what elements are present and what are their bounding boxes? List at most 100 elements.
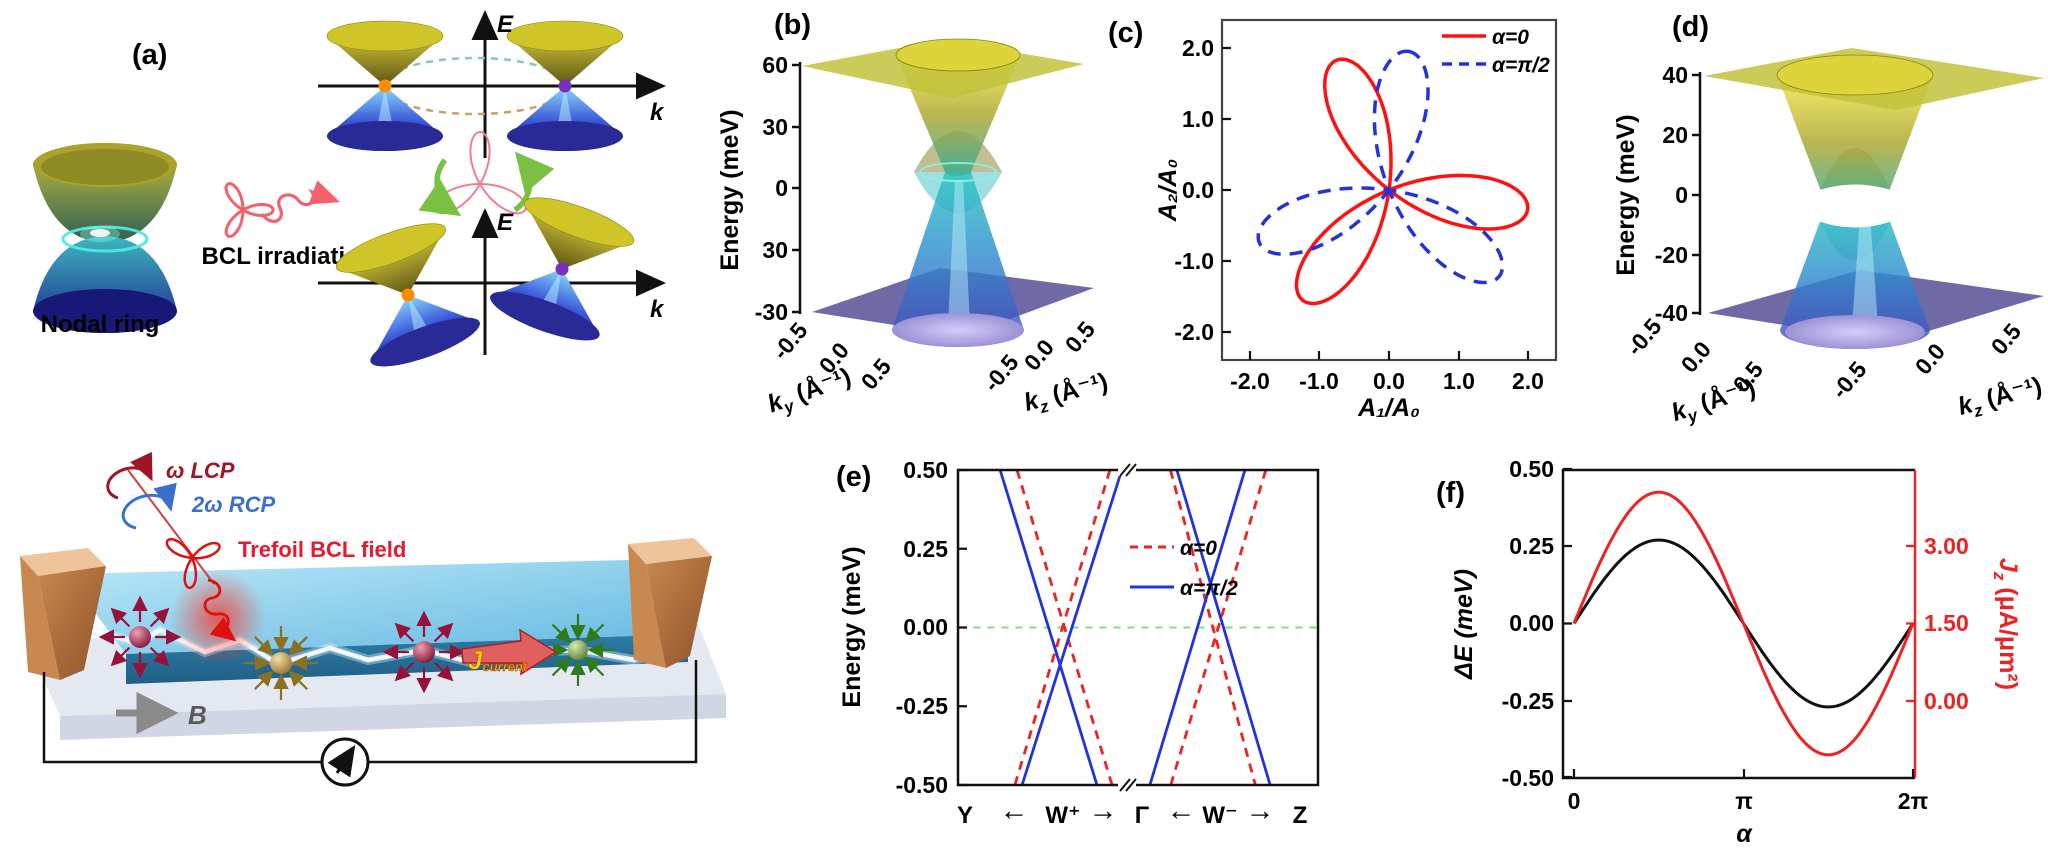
E-axis-label: E (497, 11, 514, 38)
legend-label-alpha-pi2: α=π/2 (1492, 54, 1550, 77)
trefoil-curve-α=0 (1294, 57, 1530, 306)
band-segment-0 (1015, 469, 1114, 786)
panel-c-trefoil-plot: (c) 2.0 1.0 0.0 -1.0 -2.0 -2.0 -1.0 0.0 … (1108, 17, 1558, 422)
trefoil-glyph (165, 538, 221, 590)
x-tick: 1.0 (1443, 368, 1475, 394)
electrode-side-face (38, 566, 106, 680)
lower-cone-highlight (1852, 215, 1878, 326)
y-axis-ticks (1222, 46, 1231, 334)
trefoil-glyph (224, 182, 275, 238)
ammeter (320, 737, 370, 787)
y-tick: -2.0 (1174, 319, 1214, 345)
weyl-point-purple (555, 262, 569, 276)
panel-a-label: (a) (132, 39, 167, 71)
ammeter-needle (327, 744, 356, 778)
current-label: Jcurrent (468, 645, 528, 675)
panel-d-3d-band: (d) Energy (meV) 40 20 0 -20 -40 -0.5 0.… (1612, 11, 2045, 427)
trefoil-glyph (433, 130, 527, 215)
band-segment-6 (1175, 469, 1272, 786)
z-axis-ticks (1692, 73, 1700, 315)
weyl-point-purple (558, 79, 572, 93)
kz-tick: -0.5 (1826, 356, 1872, 403)
panel-f-dual-axis-plot: (f) 0.50 0.25 0.00 -0.25 -0.50 3.00 1.50… (1436, 456, 2022, 848)
kpath-arrow-right2: → (1246, 795, 1275, 827)
rotation-arrow-left (418, 158, 462, 217)
kpath-arrow-right: → (1089, 795, 1118, 827)
panel-b-ylabel: Energy (meV) (716, 109, 744, 270)
break-slashes-bottom (1119, 778, 1137, 792)
panel-b-label: (b) (774, 9, 811, 41)
right-electrode (628, 538, 712, 668)
left-tick: -0.25 (1502, 688, 1555, 714)
spin-arrow (584, 656, 605, 677)
spin-arrow (394, 661, 415, 682)
device-schematic: Jcurrent B ω LCP 2ω RCP (20, 451, 726, 787)
sphere (413, 641, 435, 663)
right-tick: 3.00 (1924, 533, 1969, 559)
band-segment-3 (1169, 469, 1268, 786)
beam-coil-arrow (203, 578, 237, 642)
trefoil-curves (1256, 49, 1530, 306)
curve-J_z (1572, 490, 1915, 757)
trefoil-curve-α=π/2 (1256, 49, 1505, 285)
legend: α=0 α=π/2 (1130, 537, 1238, 600)
spin-arrow (149, 607, 170, 628)
x-tick: 2.0 (1512, 368, 1544, 394)
beam-axis-line (127, 469, 215, 585)
nodal-ring-line (919, 162, 997, 182)
ek-diagram-before: E k (318, 10, 666, 158)
x-tick: 2π (1898, 788, 1928, 814)
left-tick: -0.50 (1502, 765, 1554, 791)
z-tick: 60 (762, 52, 788, 78)
kpath-W-plus: W⁺ (1045, 802, 1080, 829)
y-tick: 0.0 (1182, 177, 1214, 203)
b-field-label: B (188, 700, 207, 730)
lcp-circulation-arrow (106, 451, 153, 500)
kpath-Z: Z (1293, 802, 1308, 829)
z-tick: 30 (762, 114, 788, 140)
right-axis-ticks (1906, 544, 1915, 703)
panel-e-label: (e) (836, 461, 871, 493)
x-tick: 0.0 (1373, 368, 1405, 394)
spin-arrow (551, 656, 572, 677)
z-tick: 40 (1662, 62, 1688, 88)
panel-d-ylabel: Energy (meV) (1612, 114, 1640, 275)
panel-d-label: (d) (1672, 11, 1709, 43)
spin-arrow (394, 622, 415, 643)
rotation-arrow-right (513, 151, 555, 213)
electrode-top-face (628, 538, 712, 564)
plot-box (956, 468, 1320, 787)
x-tick: π (1735, 788, 1753, 814)
bcl-wave-arrow (260, 180, 341, 223)
spin-arrow (551, 623, 572, 644)
weyl-point-orange (378, 79, 392, 93)
curves (1572, 490, 1915, 757)
circuit-wire (42, 660, 698, 764)
y-tick: 1.0 (1182, 106, 1214, 132)
k-axis-label: k (650, 99, 665, 126)
y-tick: 0.00 (903, 614, 948, 640)
electrode-top-face (20, 548, 106, 576)
x-axis-ticks (1248, 351, 1530, 360)
carrier-sphere-0 (98, 595, 182, 679)
kpath-arrow-left: ← (1000, 795, 1029, 827)
right-tick: 1.50 (1924, 610, 1969, 636)
k-path-labels: Y ← W⁺ → Γ ← W⁻ → Z (957, 795, 1307, 829)
y-tick: 2.0 (1182, 35, 1214, 61)
electrode-front-face (628, 544, 666, 668)
trefoil-rotation-art (418, 130, 555, 217)
ky-tick: 0.5 (856, 353, 897, 394)
xlabel: A₁/A₀ (1357, 394, 1420, 422)
panel-f-label: (f) (1436, 477, 1465, 509)
left-axis-ticks (1563, 467, 1572, 779)
ky-tick: 0.0 (1676, 336, 1716, 377)
carrier-sphere-3 (542, 614, 614, 686)
kz-tick: 0.0 (1910, 338, 1950, 379)
kpath-Y: Y (957, 802, 973, 829)
kz-axis-label: kz (Å⁻¹) (1955, 371, 2046, 425)
z-tick: 30 (762, 237, 788, 263)
kpath-Gamma: Γ (1135, 802, 1150, 829)
break-slashes-top (1119, 463, 1137, 477)
ylabel: Energy (meV) (838, 546, 866, 707)
